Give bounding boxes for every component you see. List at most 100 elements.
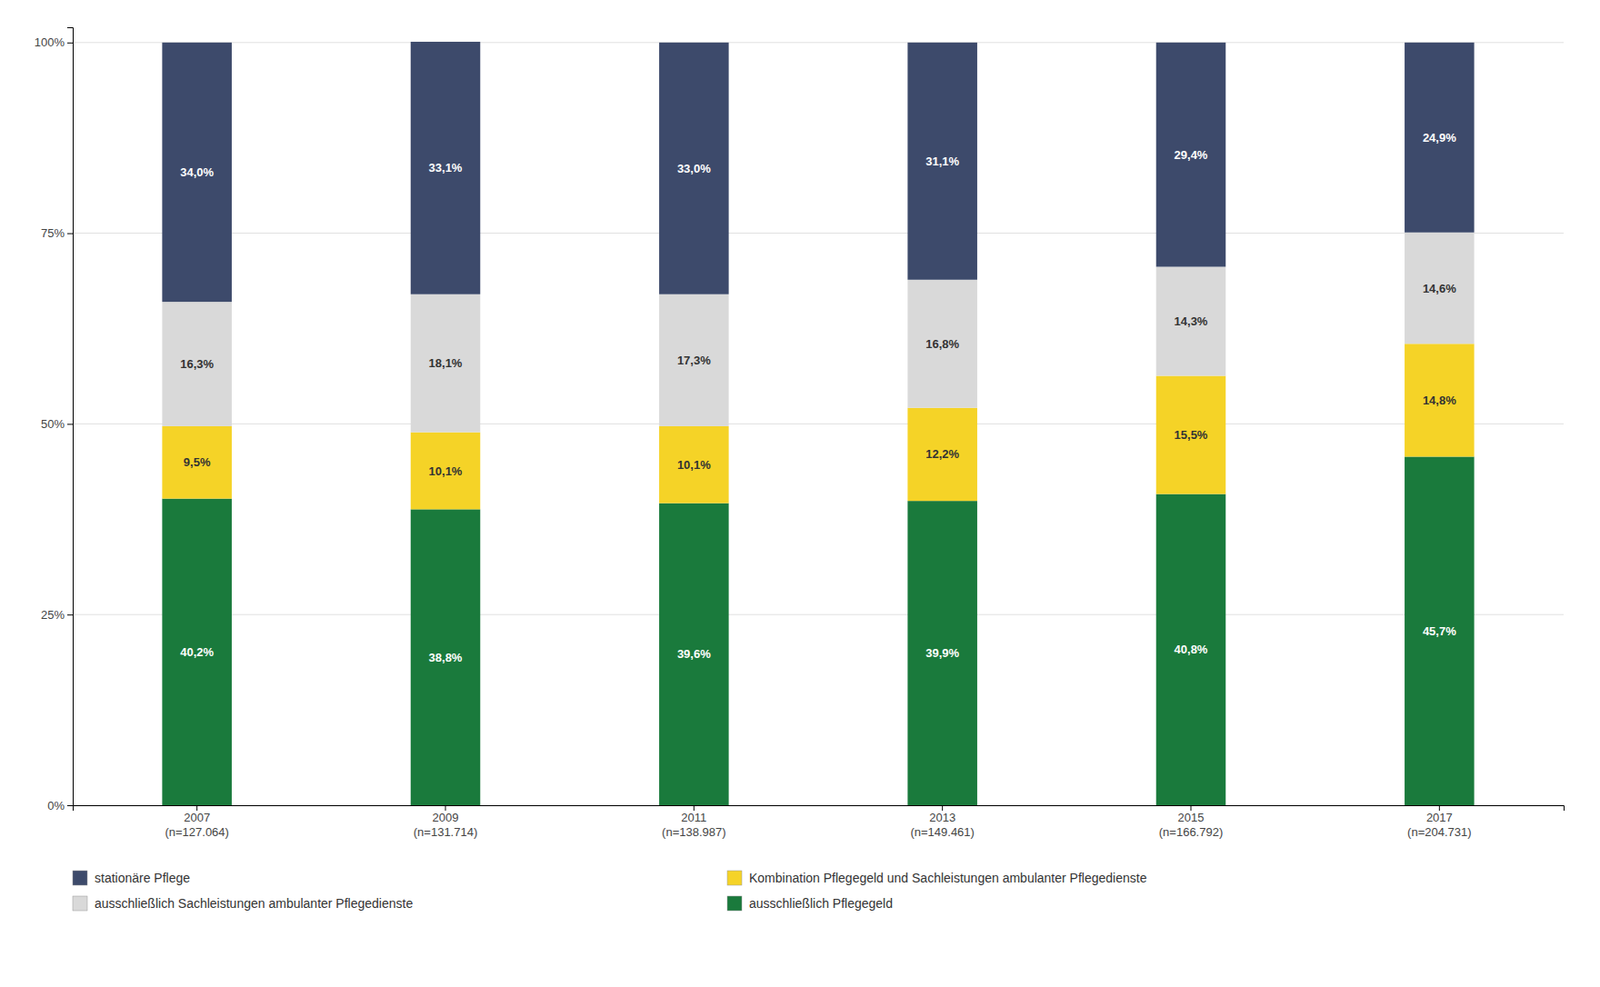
x-tick-label-line: (n=138.987) <box>661 825 726 840</box>
x-axis-line <box>73 806 1565 812</box>
bar <box>410 294 481 433</box>
y-tick-mark <box>67 614 73 616</box>
series-bars <box>161 343 1474 510</box>
x-tick-label: 2009(n=131.714) <box>413 810 478 840</box>
grid <box>72 42 1564 806</box>
grid-line <box>72 41 1564 43</box>
x-tick-label-line: (n=149.461) <box>910 825 974 840</box>
y-tick-label: 0% <box>47 799 65 813</box>
x-tick: 2011(n=138.987) <box>661 805 726 840</box>
bar <box>659 426 730 504</box>
y-tick-label: 75% <box>40 226 65 240</box>
x-tick-mark <box>1190 805 1192 811</box>
bar <box>1156 376 1227 495</box>
bar <box>161 499 232 806</box>
bar <box>161 426 232 500</box>
bar <box>907 280 978 409</box>
bar <box>907 500 978 806</box>
x-tick: 2013(n=149.461) <box>910 805 974 840</box>
x-tick: 2009(n=131.714) <box>413 805 478 840</box>
grid-line <box>72 614 1564 616</box>
data-label: 14,6% <box>1422 281 1457 296</box>
bar <box>659 294 730 427</box>
x-tick-label-line: (n=204.731) <box>1407 825 1471 840</box>
y-tick-label: 100% <box>34 35 66 50</box>
legend-label: ausschließlich Sachleistungen ambulanter… <box>94 896 413 911</box>
y-axis: 0% 25% 50% 75% 100% <box>34 28 74 813</box>
x-tick: 2017(n=204.731) <box>1407 805 1471 840</box>
legend-label: stationäre Pflege <box>94 870 190 886</box>
data-label: 38,8% <box>429 650 463 665</box>
bar <box>1404 343 1475 457</box>
x-tick-label: 2007(n=127.064) <box>164 810 229 840</box>
data-label: 34,0% <box>180 165 214 180</box>
bar <box>659 42 730 295</box>
data-label: 17,3% <box>677 353 711 368</box>
y-axis-line <box>67 28 74 807</box>
bar <box>1404 42 1475 233</box>
x-tick-label-line: (n=131.714) <box>413 825 478 840</box>
chart-container: 40,2%38,8%39,6%39,9%40,8%45,7%9,5%10,1%1… <box>0 0 1600 987</box>
y-tick-label: 25% <box>40 608 65 622</box>
data-label: 16,8% <box>925 337 960 351</box>
series-bars <box>161 456 1474 806</box>
data-label: 33,0% <box>677 161 711 176</box>
data-label: 24,9% <box>1422 130 1457 145</box>
data-label: 16,3% <box>180 357 214 371</box>
series-bars <box>161 232 1474 433</box>
series-bars <box>161 41 1474 302</box>
data-label: 10,1% <box>677 458 711 472</box>
y-tick: 25% <box>40 608 73 622</box>
x-tick-mark <box>1439 805 1440 811</box>
y-tick-mark <box>67 423 73 425</box>
legend-item: ausschließlich Sachleistungen ambulanter… <box>72 896 413 911</box>
legend-swatch <box>727 896 742 911</box>
y-tick: 75% <box>40 226 73 240</box>
bar <box>907 42 978 280</box>
y-tick-mark <box>67 42 73 44</box>
x-tick-label-line: 2017 <box>1426 810 1453 825</box>
x-tick: 2007(n=127.064) <box>164 805 229 840</box>
legend-item: stationäre Pflege <box>72 870 190 886</box>
data-label: 29,4% <box>1174 148 1209 162</box>
data-labels: 40,2%38,8%39,6%39,9%40,8%45,7%9,5%10,1%1… <box>180 130 1457 665</box>
x-tick-label: 2015(n=166.792) <box>1159 810 1223 840</box>
data-label: 40,2% <box>180 645 214 660</box>
data-label: 45,7% <box>1422 624 1457 639</box>
x-tick-mark <box>445 805 447 811</box>
bar <box>1156 42 1227 268</box>
x-tick-label: 2013(n=149.461) <box>910 810 974 840</box>
bar <box>161 301 232 427</box>
x-tick-mark <box>693 805 695 811</box>
bar <box>1156 267 1227 377</box>
bar <box>410 41 481 295</box>
legend: stationäre Pflege ausschließlich Sachleis… <box>72 870 1148 911</box>
data-label: 31,1% <box>925 154 960 169</box>
data-label: 40,8% <box>1174 642 1209 657</box>
y-tick-mark <box>67 233 73 235</box>
x-tick: 2015(n=166.792) <box>1159 805 1223 840</box>
data-label: 12,2% <box>925 447 960 461</box>
x-tick-label-line: 2013 <box>929 810 956 825</box>
legend-label: ausschließlich Pflegegeld <box>749 896 893 911</box>
y-tick-label: 50% <box>40 417 65 431</box>
bars <box>161 41 1474 806</box>
data-label: 14,3% <box>1174 314 1209 329</box>
legend-swatch <box>72 896 88 911</box>
y-tick-mark <box>67 805 73 807</box>
x-tick-label: 2017(n=204.731) <box>1407 810 1471 840</box>
bar <box>1404 456 1475 806</box>
legend-item: Kombination Pflegegeld und Sachleistunge… <box>727 870 1148 886</box>
data-label: 39,9% <box>925 646 960 660</box>
x-tick-label-line: 2009 <box>432 810 460 825</box>
bar <box>410 432 481 510</box>
x-tick-mark <box>196 805 198 811</box>
legend-swatch <box>727 870 742 886</box>
bar <box>410 509 481 806</box>
bar <box>1156 494 1227 806</box>
x-tick-label: 2011(n=138.987) <box>661 810 726 840</box>
x-tick-label-line: (n=166.792) <box>1159 825 1223 840</box>
x-tick-label-line: (n=127.064) <box>164 825 229 840</box>
grid-line <box>72 423 1564 425</box>
bar <box>659 503 730 806</box>
